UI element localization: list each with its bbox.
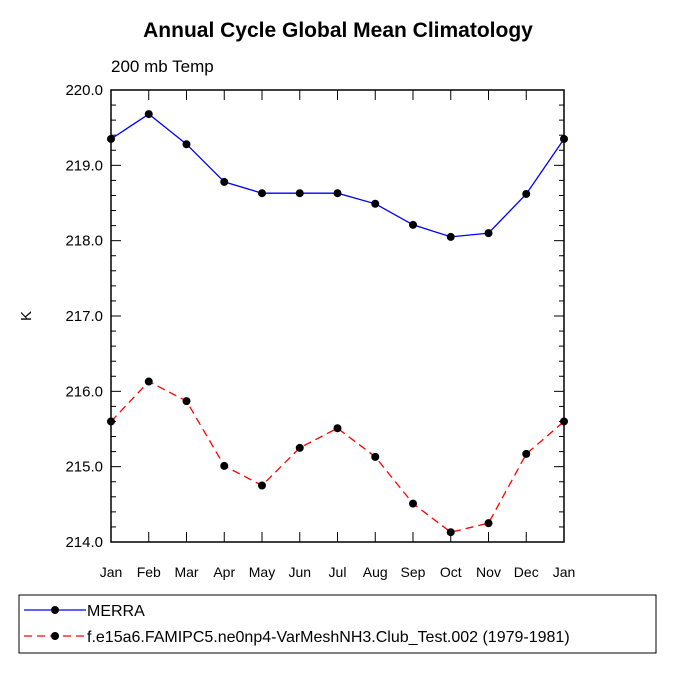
data-point bbox=[258, 189, 266, 198]
data-point bbox=[182, 140, 191, 149]
data-point bbox=[371, 452, 380, 461]
axis-ticks bbox=[110, 89, 565, 543]
x-tick-label: Sep bbox=[401, 564, 426, 580]
x-tick-label: Jun bbox=[288, 564, 311, 580]
data-point bbox=[333, 189, 342, 198]
x-tick-label: Nov bbox=[476, 564, 501, 580]
y-axis-label: K bbox=[18, 311, 35, 321]
data-point bbox=[295, 189, 304, 198]
plot-frame bbox=[110, 89, 565, 543]
data-point bbox=[522, 449, 531, 458]
data-point bbox=[371, 199, 380, 208]
x-tick-label: Jan bbox=[553, 564, 576, 580]
x-tick-label: Apr bbox=[213, 564, 235, 580]
chart-subtitle: 200 mb Temp bbox=[111, 57, 214, 76]
y-tick-label: 216.0 bbox=[65, 383, 103, 400]
data-point bbox=[144, 377, 153, 386]
data-point bbox=[220, 177, 229, 186]
legend: MERRA f.e15a6.FAMIPC5.ne0np4-VarMeshNH3.C… bbox=[18, 594, 657, 654]
x-tick-label: Jul bbox=[329, 564, 347, 580]
data-point bbox=[484, 229, 493, 238]
data-point bbox=[522, 189, 531, 198]
legend-marker-0 bbox=[51, 606, 59, 614]
x-tick-label: Mar bbox=[174, 564, 198, 580]
legend-marker-1 bbox=[51, 632, 59, 640]
y-tick-label: 215.0 bbox=[65, 459, 103, 476]
legend-label-0: MERRA bbox=[87, 603, 145, 620]
y-tick-label: 218.0 bbox=[65, 233, 103, 250]
data-point bbox=[220, 461, 229, 470]
legend-label-1: f.e15a6.FAMIPC5.ne0np4-VarMeshNH3.Club_T… bbox=[87, 629, 570, 646]
data-point bbox=[295, 443, 304, 452]
series-line-0 bbox=[110, 113, 565, 238]
y-tick-label: 217.0 bbox=[65, 308, 103, 325]
chart-title: Annual Cycle Global Mean Climatology bbox=[143, 19, 533, 42]
data-point bbox=[144, 110, 153, 119]
x-tick-label: May bbox=[249, 564, 275, 580]
y-tick-label: 220.0 bbox=[65, 82, 103, 99]
legend-box bbox=[18, 594, 657, 654]
x-tick-label: Jan bbox=[100, 564, 123, 580]
data-point bbox=[484, 519, 493, 528]
data-point bbox=[446, 528, 455, 537]
data-point bbox=[409, 220, 417, 229]
x-tick-label: Aug bbox=[363, 564, 388, 580]
data-point bbox=[258, 481, 266, 490]
x-tick-label: Dec bbox=[514, 564, 539, 580]
x-tick-label: Feb bbox=[137, 564, 161, 580]
data-point bbox=[182, 397, 191, 406]
x-tick-label: Oct bbox=[440, 564, 462, 580]
series-line-1 bbox=[110, 380, 565, 533]
data-point bbox=[446, 232, 455, 241]
data-point bbox=[409, 499, 417, 508]
data-point bbox=[333, 424, 342, 433]
y-tick-label: 214.0 bbox=[65, 534, 103, 551]
legend-items: MERRA f.e15a6.FAMIPC5.ne0np4-VarMeshNH3.C… bbox=[24, 603, 570, 646]
y-tick-labels: 214.0 215.0 216.0 217.0 218.0 219.0 220.0 bbox=[65, 82, 103, 551]
x-tick-labels: Jan Feb Mar Apr May Jun Jul Aug Sep Oct Nov Dec Jan bbox=[100, 564, 576, 580]
plot-series bbox=[107, 110, 568, 537]
y-tick-label: 219.0 bbox=[65, 157, 103, 174]
